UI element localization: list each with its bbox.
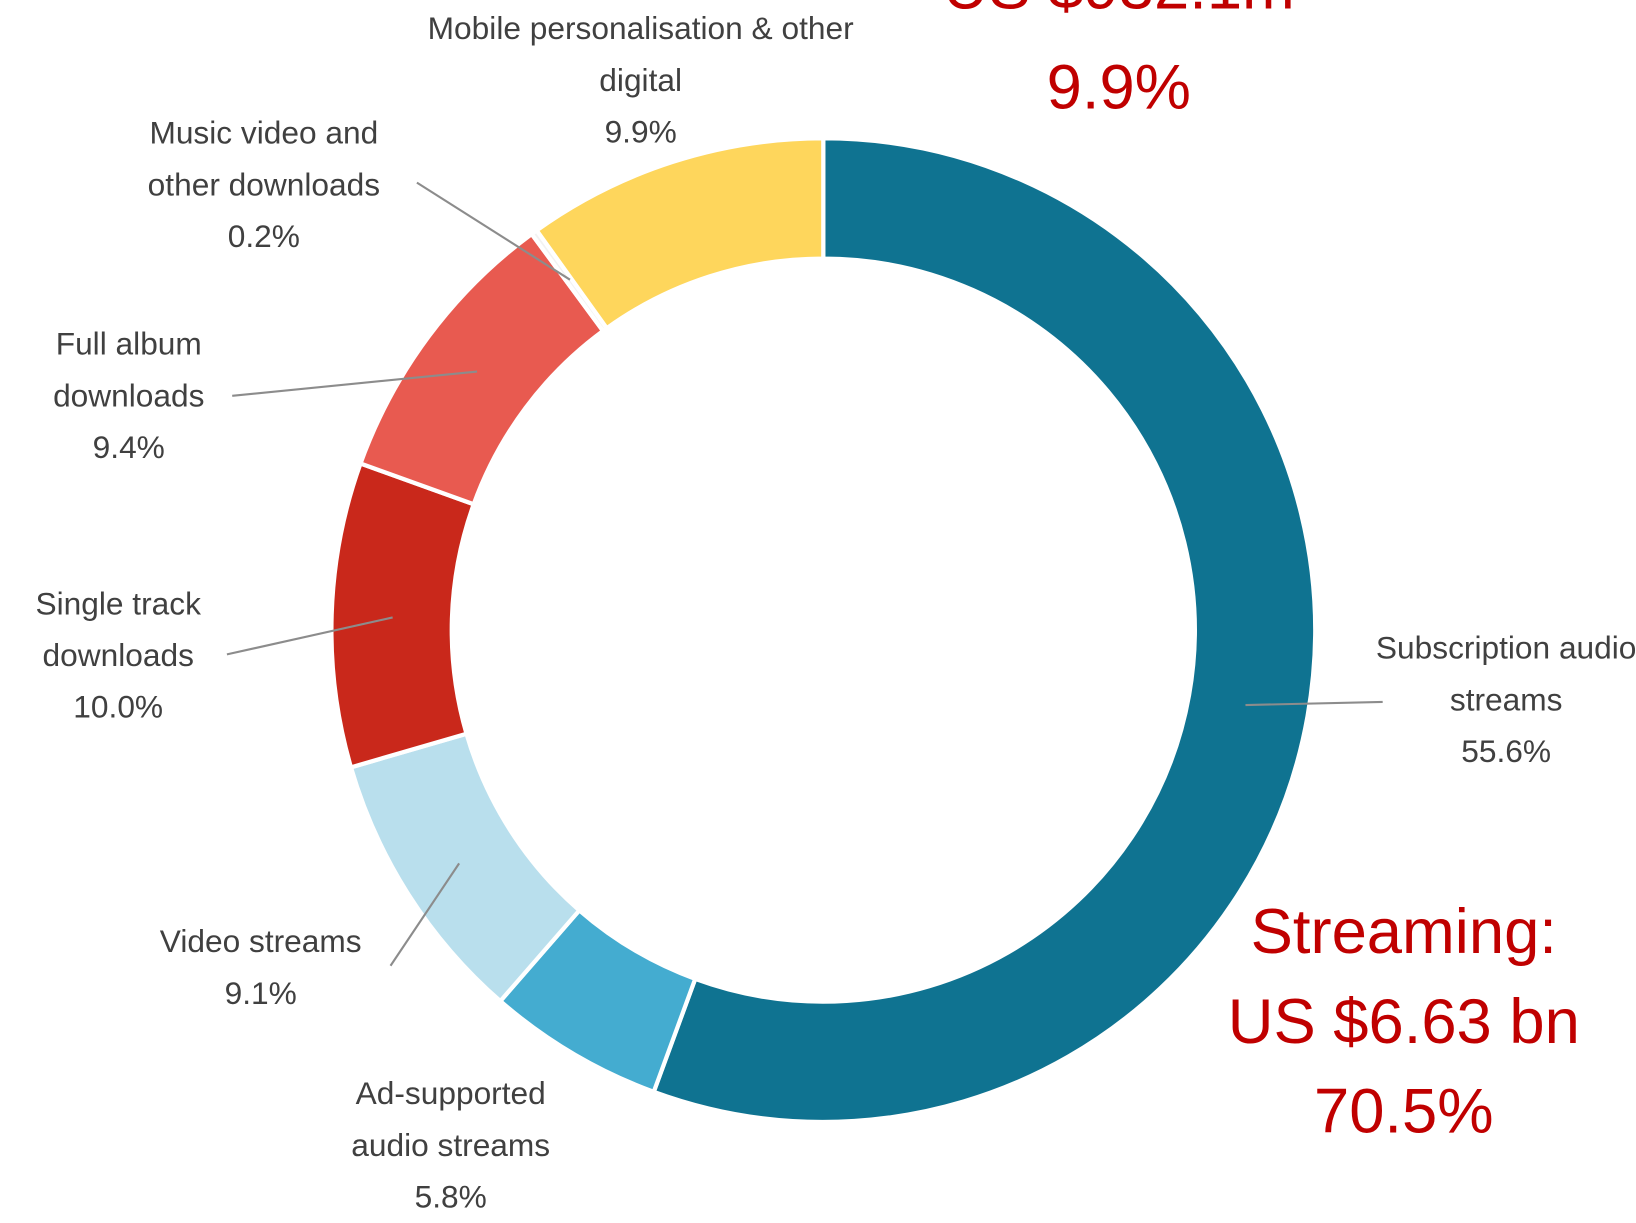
- value-label: 5.8%: [414, 1180, 487, 1215]
- leader-line: [226, 616, 393, 656]
- leader-line: [1245, 700, 1383, 707]
- donut-segment: [533, 136, 826, 332]
- annotation: Streaming:: [1250, 896, 1557, 967]
- annotation: 9.9%: [1046, 51, 1191, 123]
- segment-label: Video streams 9.1%: [102, 916, 419, 1019]
- donut-segment: [329, 460, 477, 770]
- value-label: 0.2%: [227, 219, 300, 255]
- category-label: Video streams: [159, 924, 362, 960]
- category-label: Full album downloads: [53, 327, 205, 414]
- segment-label: Music video and other downloads 0.2%: [111, 108, 417, 263]
- category-label: Subscription audio streams: [1375, 631, 1636, 718]
- annotation: US $932.1m: [802, 0, 1435, 32]
- value-label: 55.6%: [1461, 734, 1552, 770]
- segment-label: Mobile personalisation & other digital 9.…: [419, 3, 862, 158]
- category-label: Ad-supported audio streams: [351, 1076, 551, 1164]
- leader-line: [416, 181, 571, 281]
- segment-label: Full album downloads 9.4%: [28, 319, 229, 474]
- category-label: Mobile personalisation & other digital: [427, 11, 854, 99]
- leader-line: [232, 370, 478, 397]
- value-label: 9.1%: [224, 976, 297, 1012]
- category-label: Music video and other downloads: [147, 116, 381, 203]
- annotation: 70.5%: [1313, 1075, 1494, 1147]
- value-label: 9.4%: [92, 430, 165, 466]
- segment-label: Single track downloads 10.0%: [13, 578, 224, 733]
- leader-line: [389, 862, 461, 967]
- value-label: 10.0%: [73, 690, 164, 726]
- segment-label: Ad-supported audio streams 5.8%: [313, 1068, 587, 1223]
- donut-segment: [651, 136, 1318, 1125]
- value-label: 9.9%: [604, 115, 677, 150]
- annotation: US $6.63 bn: [1227, 985, 1580, 1057]
- category-label: Single track downloads: [35, 586, 201, 674]
- segment-label: Subscription audio streams 55.6%: [1369, 623, 1636, 778]
